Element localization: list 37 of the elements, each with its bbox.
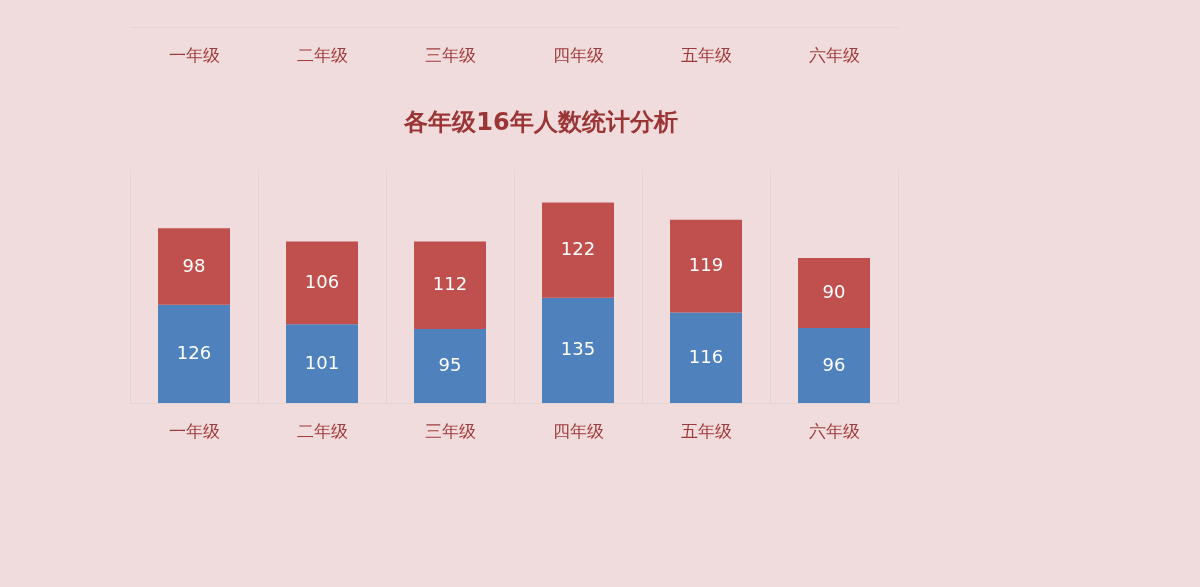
category-label: 五年级 [681, 44, 732, 65]
x-tick-label: 五年级 [681, 420, 732, 441]
bar [286, 324, 358, 403]
bar [542, 202, 614, 298]
data-label: 122 [560, 238, 596, 260]
bar [798, 257, 870, 329]
x-tick-label: 六年级 [809, 420, 860, 441]
bar [414, 328, 486, 403]
data-label: 90 [822, 281, 846, 303]
x-tick-label: 二年级 [297, 420, 348, 441]
x-tick-label: 三年级 [425, 420, 476, 441]
x-tick-label: 四年级 [553, 420, 604, 441]
category-label: 三年级 [425, 44, 476, 65]
category-label: 二年级 [297, 44, 348, 65]
bar [286, 241, 358, 325]
data-label: 119 [688, 254, 724, 276]
data-label: 106 [304, 270, 340, 292]
data-label: 126 [176, 341, 212, 363]
data-label: 101 [304, 351, 340, 373]
chart-title: 各年级16年人数统计分析 [403, 108, 678, 136]
category-label: 六年级 [809, 44, 860, 65]
data-label: 98 [182, 254, 206, 276]
x-tick-label: 一年级 [169, 420, 220, 441]
data-label: 95 [438, 353, 462, 375]
bar [158, 228, 230, 305]
bar [542, 297, 614, 403]
data-label: 135 [560, 338, 596, 360]
category-label: 一年级 [169, 44, 220, 65]
bar [158, 304, 230, 403]
bar [670, 312, 742, 403]
data-label: 96 [822, 353, 846, 375]
bar [414, 241, 486, 329]
bar [670, 219, 742, 313]
data-label: 112 [432, 273, 468, 295]
data-label: 116 [688, 345, 724, 367]
bar [798, 328, 870, 403]
category-label: 四年级 [553, 44, 604, 65]
